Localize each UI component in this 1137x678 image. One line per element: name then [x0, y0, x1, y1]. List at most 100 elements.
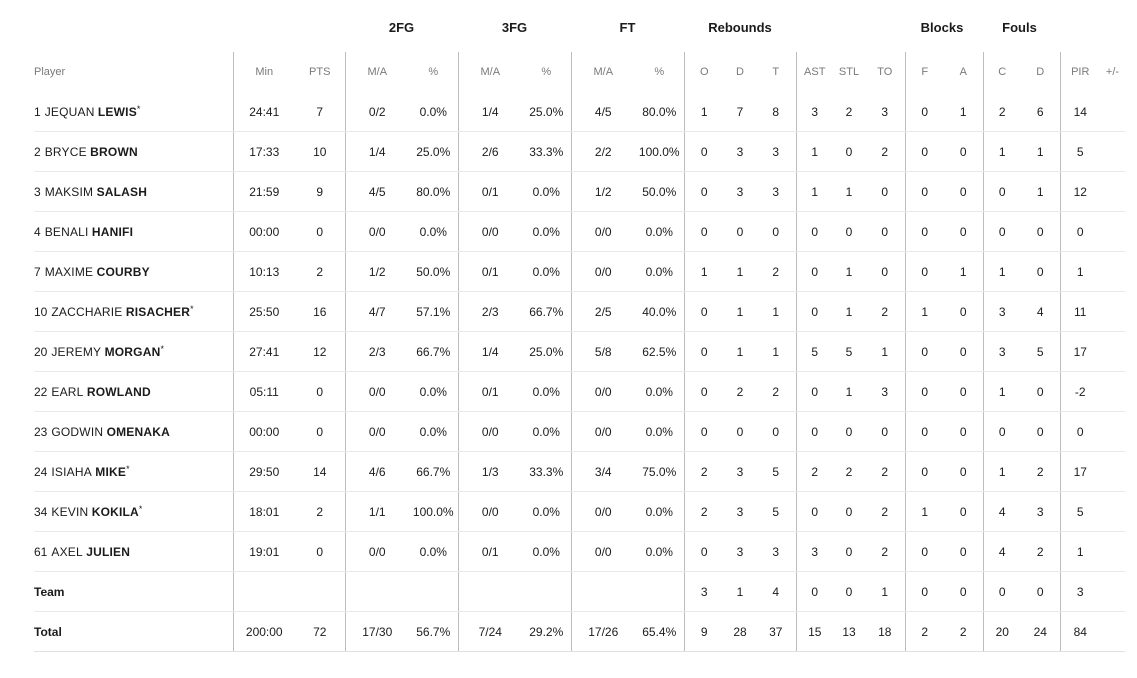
player-name-cell: 7 MAXIME COURBY: [34, 251, 233, 292]
stat-reb-t: 5: [756, 451, 796, 492]
team-label: Team: [34, 584, 65, 599]
player-last-name: BROWN: [90, 144, 138, 159]
player-row: 24 ISIAHA MIKE* 29:50 14 4/6 66.7% 1/3 33.3% 3/4…: [34, 451, 1125, 492]
stat-fg2-ma: 1/1: [344, 491, 409, 532]
stat-fg2-pct: 57.1%: [409, 291, 458, 332]
stat-ft-pct: 75.0%: [635, 451, 684, 492]
stat-ft-pct: 100.0%: [635, 131, 684, 172]
stat-reb-d: 1: [724, 251, 756, 292]
stat-reb-t: 3: [756, 131, 796, 172]
stat-ft-ma: 0/0: [570, 251, 635, 292]
stat-stl: 13: [833, 611, 865, 652]
stat-fg2-pct: 50.0%: [409, 251, 458, 292]
player-row: 3 MAKSIM SALASH 21:59 9 4/5 80.0% 0/1 0.0% 1/2 50…: [34, 171, 1125, 212]
stat-pm: [1100, 131, 1125, 172]
player-row: 1 JEQUAN LEWIS* 24:41 7 0/2 0.0% 1/4 25.0% 4/5 80…: [34, 92, 1125, 132]
player-name-cell: 2 BRYCE BROWN: [34, 131, 233, 172]
stat-reb-o: 0: [683, 411, 724, 452]
group-header-rebounds: Rebounds: [708, 20, 772, 35]
stat-foul-d: 0: [1021, 371, 1060, 412]
stat-ast: 0: [795, 371, 833, 412]
stat-min: 25:50: [232, 291, 295, 332]
stat-fg2-pct: 100.0%: [409, 491, 458, 532]
stat-blk-a: 0: [944, 491, 983, 532]
stat-ft-ma: 4/5: [570, 92, 635, 132]
stat-ft-ma: 0/0: [570, 531, 635, 572]
stat-min: 24:41: [232, 92, 295, 132]
stat-stl: 2: [833, 92, 865, 132]
stat-reb-o: 3: [683, 571, 724, 612]
stat-pm: [1100, 411, 1125, 452]
stat-fg2-ma: 1/2: [344, 251, 409, 292]
stat-fg2-ma: 2/3: [344, 331, 409, 372]
stat-reb-o: 0: [683, 331, 724, 372]
stat-reb-o: 1: [683, 251, 724, 292]
stat-foul-d: 1: [1021, 171, 1060, 212]
stat-fg2-ma: 0/0: [344, 371, 409, 412]
stat-reb-o: 2: [683, 491, 724, 532]
stat-stl: 1: [833, 291, 865, 332]
stat-foul-c: 1: [982, 451, 1021, 492]
stat-ast: 0: [795, 411, 833, 452]
stat-min: 29:50: [232, 451, 295, 492]
stat-foul-d: 6: [1021, 92, 1060, 132]
stat-ft-pct: 0.0%: [635, 251, 684, 292]
stat-reb-o: 0: [683, 531, 724, 572]
stat-fg3-ma: 0/0: [457, 411, 522, 452]
stat-min: 18:01: [232, 491, 295, 532]
stat-fg3-ma: 0/0: [457, 211, 522, 252]
stat-blk-f: 0: [904, 451, 944, 492]
player-name-cell: 22 EARL ROWLAND: [34, 371, 233, 412]
player-row: 10 ZACCHARIE RISACHER* 25:50 16 4/7 57.1% 2/3 6…: [34, 291, 1125, 332]
player-name-cell: 20 JEREMY MORGAN*: [34, 331, 233, 372]
stat-to: 2: [865, 131, 905, 172]
stat-stl: 0: [833, 531, 865, 572]
stat-blk-f: 0: [904, 92, 944, 132]
player-first-name: BRYCE: [44, 144, 87, 159]
stat-pm: [1100, 451, 1125, 492]
stat-pts: 2: [295, 251, 345, 292]
stat-foul-d: 0: [1021, 571, 1060, 612]
stat-min: 200:00: [232, 611, 295, 652]
stat-to: 3: [865, 92, 905, 132]
stat-pir: 11: [1059, 291, 1100, 332]
stat-ft-ma: 1/2: [570, 171, 635, 212]
stat-reb-t: 4: [756, 571, 796, 612]
stat-blk-f: 0: [904, 171, 944, 212]
stat-pir: -2: [1059, 371, 1100, 412]
stat-foul-d: 1: [1021, 131, 1060, 172]
col-header-blk-a: A: [959, 66, 967, 78]
group-header-3fg: 3FG: [501, 20, 528, 35]
stat-min: 05:11: [232, 371, 295, 412]
stat-blk-a: 1: [944, 251, 983, 292]
player-number: 22: [34, 384, 48, 399]
col-header-player: Player: [34, 66, 66, 78]
col-header-foul-c: C: [982, 52, 1021, 92]
player-name-cell: 34 KEVIN KOKILA*: [34, 491, 233, 532]
stat-fg2-ma: 17/30: [344, 611, 409, 652]
player-row: 61 AXEL JULIEN 19:01 0 0/0 0.0% 0/1 0.0% 0/0 0.0%…: [34, 531, 1125, 572]
stat-ft-pct: [635, 571, 684, 612]
stat-reb-t: 5: [756, 491, 796, 532]
stat-reb-d: 0: [724, 411, 756, 452]
player-last-name: KOKILA: [91, 504, 139, 519]
stat-fg2-pct: 66.7%: [409, 451, 458, 492]
stat-ast: 0: [795, 251, 833, 292]
stat-reb-t: 2: [756, 251, 796, 292]
stat-foul-c: 0: [982, 571, 1021, 612]
stat-pir: 1: [1059, 251, 1100, 292]
stat-foul-c: 2: [982, 92, 1021, 132]
stat-foul-c: 1: [982, 371, 1021, 412]
stat-ft-ma: 0/0: [570, 371, 635, 412]
stat-foul-d: 4: [1021, 291, 1060, 332]
stat-fg2-ma: 4/7: [344, 291, 409, 332]
stat-pm: [1100, 171, 1125, 212]
player-number: 20: [34, 344, 48, 359]
stat-pts: 16: [295, 291, 345, 332]
stat-fg3-ma: 0/1: [457, 531, 522, 572]
stat-reb-o: 0: [683, 291, 724, 332]
stat-blk-f: 2: [904, 611, 944, 652]
player-number: 1: [34, 104, 41, 119]
stat-fg2-ma: 0/2: [344, 92, 409, 132]
stat-fg3-ma: 0/0: [457, 491, 522, 532]
